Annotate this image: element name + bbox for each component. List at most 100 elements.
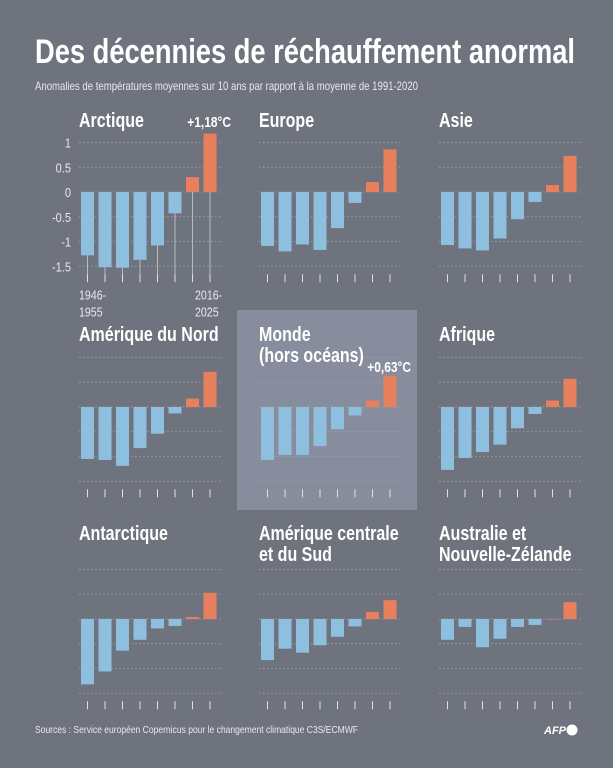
value-annotation: +1,18°C bbox=[187, 114, 231, 131]
bar-1966-1975 bbox=[296, 192, 309, 245]
bar-1956-1965 bbox=[98, 407, 112, 460]
bar-2016-2025 bbox=[383, 375, 397, 407]
bar-1996-2005 bbox=[528, 619, 542, 625]
bar-1956-1965 bbox=[458, 192, 472, 249]
panel-europe: Europe bbox=[259, 110, 402, 283]
afp-logo: AFP bbox=[543, 724, 578, 737]
bar-1996-2005 bbox=[348, 619, 362, 627]
panel-asie: Asie bbox=[439, 110, 582, 283]
bar-1946-1955 bbox=[441, 619, 454, 640]
panel-title: Australie et bbox=[439, 523, 526, 545]
x-label-first: 1946- bbox=[79, 288, 106, 302]
page-title: Des décennies de réchauffement anormal bbox=[35, 33, 575, 71]
y-tick-label: 0 bbox=[65, 185, 71, 200]
bar-1946-1955 bbox=[441, 407, 454, 470]
panel-title: et du Sud bbox=[259, 544, 332, 566]
bar-1996-2005 bbox=[168, 407, 182, 414]
y-tick-label: -1 bbox=[61, 235, 71, 250]
bar-2016-2025 bbox=[563, 378, 577, 407]
bar-1966-1975 bbox=[476, 619, 489, 648]
panel-title: Antarctique bbox=[79, 523, 168, 545]
x-label-last: 2016- bbox=[195, 288, 222, 302]
bar-1996-2005 bbox=[168, 619, 182, 626]
bar-1976-1985 bbox=[133, 619, 147, 640]
bar-1946-1955 bbox=[441, 192, 454, 245]
panel-title: Asie bbox=[439, 110, 473, 132]
afp-logo-dot bbox=[566, 724, 578, 736]
bar-1946-1955 bbox=[261, 192, 274, 246]
x-label-first: 1955 bbox=[79, 305, 103, 319]
panel-title: Amérique du Nord bbox=[79, 324, 219, 346]
y-tick-label: 1 bbox=[65, 136, 71, 151]
bar-2016-2025 bbox=[383, 600, 397, 619]
bar-1976-1985 bbox=[133, 407, 147, 449]
panel-title: Monde bbox=[259, 324, 311, 346]
bar-1976-1985 bbox=[313, 407, 327, 447]
bar-1996-2005 bbox=[528, 407, 542, 414]
afp-logo-text: AFP bbox=[543, 725, 567, 737]
subtitle: Anomalies de températures moyennes sur 1… bbox=[35, 79, 418, 93]
panel-antarctique: Antarctique bbox=[79, 523, 222, 710]
bar-1996-2005 bbox=[528, 192, 542, 202]
panels: Arctique +1,18°C 1 0.5 0 -0.5 -1 -1.5 1946- 1955 2… bbox=[52, 110, 582, 710]
bar-2006-2015 bbox=[366, 400, 379, 407]
panel-afrique: Afrique bbox=[439, 324, 582, 498]
source-note: Sources : Service européen Copernicus po… bbox=[35, 724, 358, 736]
panel-title: Amérique centrale bbox=[259, 523, 399, 545]
bar-2016-2025 bbox=[383, 149, 397, 192]
bar-2016-2025 bbox=[563, 155, 577, 192]
bar-1956-1965 bbox=[278, 619, 292, 649]
bar-1976-1985 bbox=[493, 407, 507, 445]
bar-2016-2025 bbox=[203, 371, 217, 407]
panel-title: Afrique bbox=[439, 324, 495, 346]
bar-1986-1995 bbox=[331, 192, 344, 229]
bar-1996-2005 bbox=[348, 192, 362, 203]
bar-1946-1955 bbox=[81, 192, 94, 256]
y-tick-label: 0.5 bbox=[56, 160, 71, 175]
panel-title: (hors océans) bbox=[259, 345, 364, 367]
bar-1986-1995 bbox=[511, 407, 524, 429]
bar-1976-1985 bbox=[313, 619, 327, 646]
bar-1946-1955 bbox=[81, 407, 94, 459]
x-label-last: 2025 bbox=[195, 305, 219, 319]
bar-2006-2015 bbox=[366, 182, 379, 192]
bar-1986-1995 bbox=[331, 619, 344, 637]
bar-1966-1975 bbox=[116, 192, 129, 268]
bar-1956-1965 bbox=[458, 619, 472, 627]
bar-2006-2015 bbox=[366, 612, 379, 619]
bar-1986-1995 bbox=[331, 407, 344, 430]
panel-monde: Monde(hors océans)+0,63°C bbox=[259, 324, 411, 498]
panel-arctique: Arctique +1,18°C 1 0.5 0 -0.5 -1 -1.5 1946- 1955 2… bbox=[52, 110, 231, 319]
bar-1966-1975 bbox=[476, 192, 489, 251]
bar-1996-2005 bbox=[348, 407, 362, 416]
bar-2006-2015 bbox=[546, 185, 559, 192]
bar-2006-2015 bbox=[186, 617, 199, 619]
bar-2006-2015 bbox=[186, 398, 199, 407]
bar-2016-2025 bbox=[203, 133, 217, 192]
bar-1976-1985 bbox=[493, 619, 507, 639]
bar-1966-1975 bbox=[296, 407, 309, 456]
bar-1986-1995 bbox=[151, 192, 164, 246]
bar-1976-1985 bbox=[133, 192, 147, 260]
bar-1986-1995 bbox=[151, 407, 164, 434]
bar-1966-1975 bbox=[116, 619, 129, 651]
bar-1956-1965 bbox=[98, 619, 112, 672]
bar-1956-1965 bbox=[458, 407, 472, 458]
bar-1956-1965 bbox=[278, 192, 292, 252]
value-annotation: +0,63°C bbox=[367, 359, 411, 376]
panel-title: Europe bbox=[259, 110, 314, 132]
bar-1956-1965 bbox=[98, 192, 112, 268]
bar-1966-1975 bbox=[116, 407, 129, 466]
panel-am-rique-du-nord: Amérique du Nord bbox=[79, 324, 222, 498]
bar-2006-2015 bbox=[546, 400, 559, 407]
bar-1986-1995 bbox=[511, 619, 524, 627]
bar-1976-1985 bbox=[313, 192, 327, 250]
y-tick-label: -0.5 bbox=[52, 210, 71, 225]
bar-1986-1995 bbox=[511, 192, 524, 220]
bar-1986-1995 bbox=[151, 619, 164, 629]
bar-2006-2015 bbox=[186, 177, 199, 192]
bar-1946-1955 bbox=[81, 619, 94, 685]
